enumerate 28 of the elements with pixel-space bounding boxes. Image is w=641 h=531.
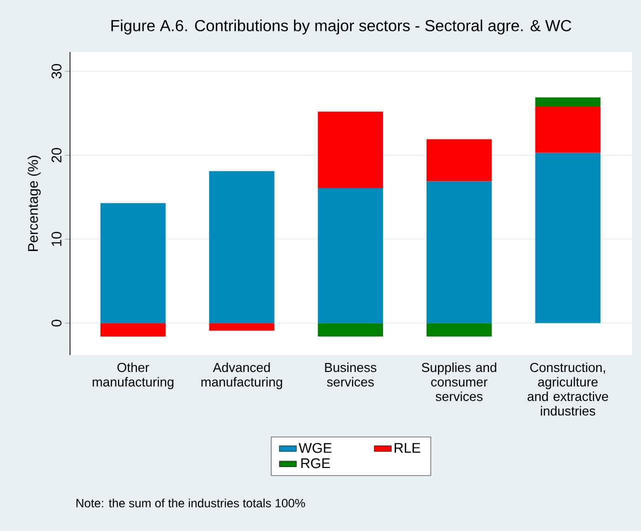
- y-tick-label: 20: [52, 148, 62, 162]
- x-tick-label: Construction, agriculture and extractive industries: [528, 362, 608, 416]
- x-tick-label: Business services: [325, 362, 376, 387]
- x-tick-label: Supplies and consumer services: [422, 362, 496, 402]
- bar: [426, 181, 492, 324]
- bar: [426, 139, 492, 182]
- bar: [318, 188, 384, 324]
- bar: [209, 171, 274, 324]
- bar: [100, 203, 166, 324]
- bar: [318, 112, 384, 188]
- x-tick-label: Advanced manufacturing: [201, 362, 282, 390]
- bar: [100, 323, 166, 337]
- y-tick-label: 0: [52, 320, 62, 326]
- chart-title: Figure A.6. Contributions by major sectors - Sectoral agre. & WC: [111, 20, 572, 34]
- y-tick-label: 10: [52, 232, 62, 246]
- y-tick-label: 30: [52, 64, 62, 79]
- bar: [209, 323, 274, 331]
- y-axis-title: Percentage (%): [28, 156, 41, 251]
- bar: [535, 152, 600, 324]
- bar: [318, 323, 384, 337]
- legend-label: RLE: [394, 443, 420, 453]
- bar: [535, 97, 600, 107]
- x-tick-label: Other manufacturing: [92, 362, 174, 390]
- text: Note: the sum of the industries totals 100%: [76, 498, 305, 508]
- bar: [535, 106, 600, 153]
- legend-label: WGE: [298, 442, 332, 453]
- bar: [426, 323, 492, 337]
- legend-label: RGE: [301, 458, 330, 468]
